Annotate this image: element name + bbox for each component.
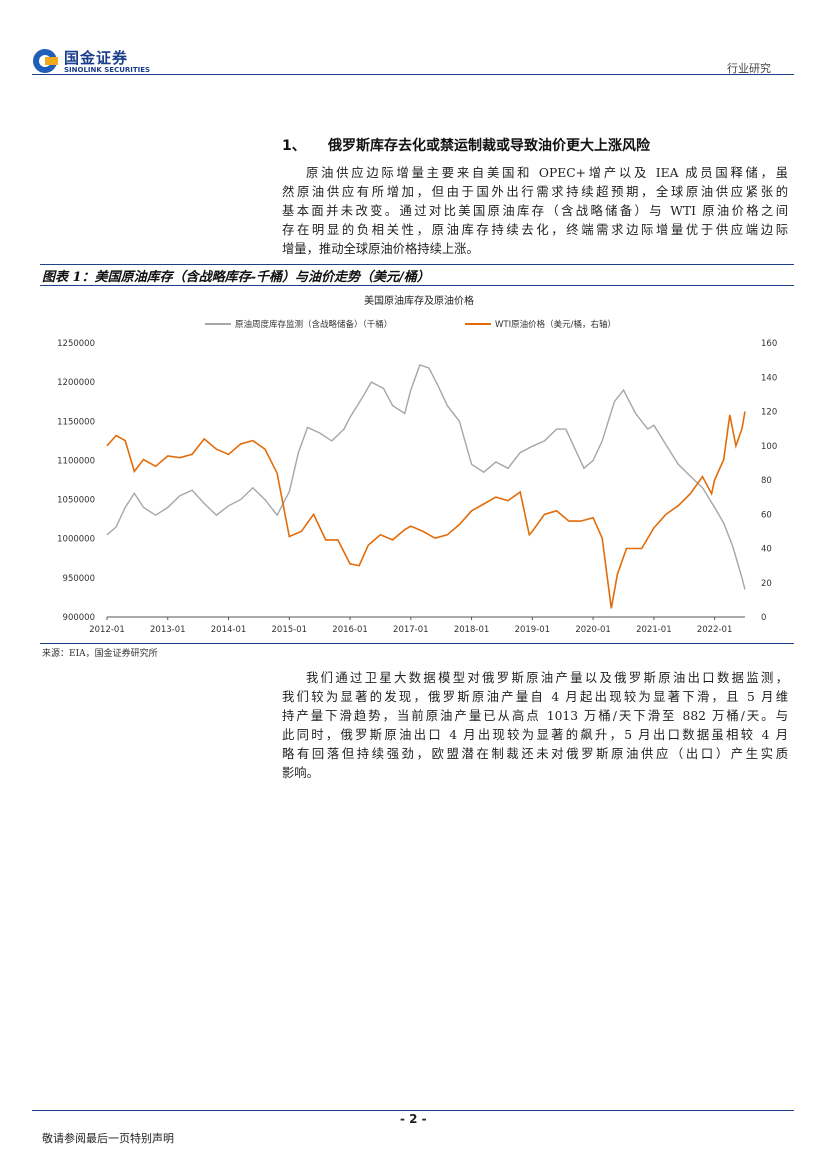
y-left-tick-label: 1250000 xyxy=(57,339,95,349)
page-number: - 2 - xyxy=(400,1112,427,1126)
footer-disclaimer: 敬请参阅最后一页特别声明 xyxy=(42,1132,174,1145)
figure-top-rule xyxy=(40,264,794,265)
paragraph-line: 影响。 xyxy=(282,766,319,780)
y-left-tick-label: 1100000 xyxy=(57,456,95,466)
footer-divider xyxy=(32,1110,794,1111)
legend-inventory-label: 原油周度库存监测（含战略储备）（千桶） xyxy=(235,319,392,330)
figure-bottom-rule xyxy=(40,643,794,644)
chart-axes: 2012-01 2013-01 2014-01 2015-01 2016-01 2017-… xyxy=(57,339,777,635)
wti-series-line xyxy=(106,411,746,609)
paragraph-line: 存在明显的负相关性，原油库存持续去化，终端需求边际增量优于供应端边际 xyxy=(282,223,788,237)
y-right-tick-label: 100 xyxy=(761,442,777,452)
y-left-tick-label: 1050000 xyxy=(57,496,95,506)
y-left-tick-label: 1000000 xyxy=(57,535,95,545)
logo-name: 国金证券 xyxy=(64,49,129,67)
paragraph-line: 我们较为显著的发现，俄罗斯原油产量自 4 月起出现较为显著下滑，且 5 月维 xyxy=(282,690,788,704)
paragraph-line: 增量，推动全球原油价格持续上涨。 xyxy=(282,242,479,256)
x-tick-label: 2019-01 xyxy=(515,625,551,635)
x-tick-label: 2020-01 xyxy=(575,625,611,635)
x-tick-label: 2013-01 xyxy=(150,625,186,635)
paragraph-2: 我们通过卫星大数据模型对俄罗斯原油产量以及俄罗斯原油出口数据监测， 我们较为显著… xyxy=(282,669,788,783)
figure-source: 来源：EIA，国金证券研究所 xyxy=(42,649,158,659)
legend-wti-label: WTI原油价格（美元/桶，右轴） xyxy=(495,319,616,330)
y-left-tick-label: 900000 xyxy=(63,613,95,623)
paragraph-line: 我们通过卫星大数据模型对俄罗斯原油产量以及俄罗斯原油出口数据监测， xyxy=(306,671,788,685)
header-divider xyxy=(32,74,794,75)
x-tick-label: 2022-01 xyxy=(697,625,733,635)
paragraph-1: 原油供应边际增量主要来自美国和 OPEC+增产以及 IEA 成员国释储，虽 然原… xyxy=(282,164,788,259)
x-tick-label: 2017-01 xyxy=(393,625,429,635)
inventory-series-line xyxy=(106,364,746,590)
x-tick-label: 2021-01 xyxy=(636,625,672,635)
report-type: 行业研究 xyxy=(727,62,771,75)
section-title-text: 俄罗斯库存去化或禁运制裁或导致油价更大上涨风险 xyxy=(328,138,650,154)
section-heading: 1、 俄罗斯库存去化或禁运制裁或导致油价更大上涨风险 xyxy=(282,135,650,155)
x-tick-label: 2014-01 xyxy=(211,625,247,635)
paragraph-line: 基本面并未改变。通过对比美国原油库存（含战略储备）与 WTI 原油价格之间 xyxy=(282,204,788,218)
y-left-tick-label: 950000 xyxy=(63,574,95,584)
y-left-tick-label: 1200000 xyxy=(57,378,95,388)
paragraph-line: 持产量下滑趋势，当前原油产量已从高点 1013 万桶/天下滑至 882 万桶/天… xyxy=(282,709,788,723)
figure-title: 图表 1：美国原油库存（含战略库存-千桶）与油价走势（美元/桶） xyxy=(42,270,430,285)
y-right-tick-label: 20 xyxy=(761,579,772,589)
x-tick-label: 2015-01 xyxy=(272,625,308,635)
paragraph-line: 此同时，俄罗斯原油出口 4 月出现较为显著的飙升，5 月出口数据虽相较 4 月 xyxy=(282,728,788,742)
y-left-tick-label: 1150000 xyxy=(57,417,95,427)
x-tick-label: 2012-01 xyxy=(89,625,125,635)
chart-title: 美国原油库存及原油价格 xyxy=(364,294,474,307)
inventory-price-chart: 美国原油库存及原油价格 原油周度库存监测（含战略储备）（千桶） WTI原油价格（… xyxy=(57,294,777,635)
paragraph-line: 原油供应边际增量主要来自美国和 OPEC+增产以及 IEA 成员国释储，虽 xyxy=(306,166,788,180)
y-right-tick-label: 160 xyxy=(761,339,777,349)
y-right-tick-label: 0 xyxy=(761,613,766,623)
logo-sub: SINOLINK SECURITIES xyxy=(64,66,151,74)
chart-container: 美国原油库存及原油价格 原油周度库存监测（含战略储备）（千桶） WTI原油价格（… xyxy=(45,290,793,642)
x-tick-label: 2018-01 xyxy=(454,625,490,635)
y-right-tick-label: 120 xyxy=(761,408,777,418)
figure-title-rule xyxy=(40,285,794,286)
y-right-tick-label: 80 xyxy=(761,476,772,486)
paragraph-line: 略有回落但持续强劲，欧盟潜在制裁还未对俄罗斯原油供应（出口）产生实质 xyxy=(282,747,788,761)
paragraph-line: 然原油供应有所增加，但由于国外出行需求持续超预期，全球原油供应紧张的 xyxy=(282,185,788,199)
y-right-tick-label: 140 xyxy=(761,373,777,383)
x-tick-label: 2016-01 xyxy=(332,625,368,635)
logo-mark-icon xyxy=(33,49,58,73)
y-right-tick-label: 40 xyxy=(761,545,772,555)
y-right-tick-label: 60 xyxy=(761,510,772,520)
section-number: 1、 xyxy=(282,138,306,154)
company-logo: 国金证券 SINOLINK SECURITIES xyxy=(32,47,162,79)
